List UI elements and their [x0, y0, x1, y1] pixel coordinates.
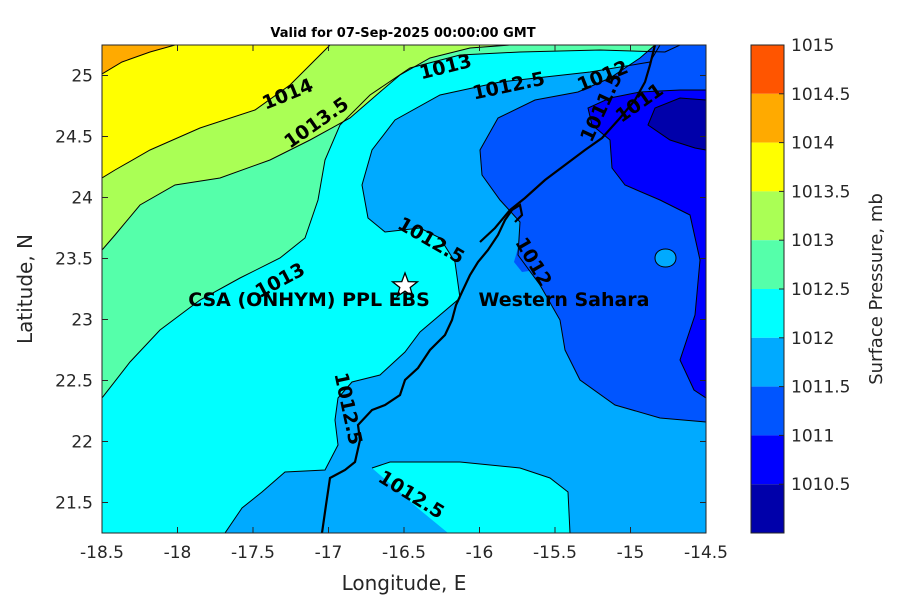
y-axis-label: Latitude, N — [13, 234, 37, 344]
contour-line-1014 — [102, 45, 331, 179]
contour-line-1014.5 — [102, 45, 176, 75]
colorbar-swatch — [751, 142, 784, 192]
colorbar-swatch — [751, 435, 784, 485]
contour-fills — [102, 45, 706, 533]
contour-line-island — [654, 248, 677, 268]
x-tick-label: -18 — [164, 543, 192, 563]
star-icon — [390, 271, 420, 298]
colorbar-swatch — [751, 289, 784, 338]
colorbar-swatch — [751, 386, 784, 436]
contour-line-1013.5 — [102, 45, 511, 251]
fill-island-right — [655, 249, 676, 267]
y-tick-label: 23.5 — [55, 250, 93, 270]
contour-line-1011.5 — [587, 89, 706, 399]
colorbar-tick-label: 1011 — [791, 426, 834, 446]
fill-island-small — [514, 245, 540, 272]
x-tick-label: -16.5 — [382, 543, 426, 563]
x-axis: -18.5 -18 -17.5 -17 -16.5 -16 -15.5 -15 … — [80, 45, 728, 595]
x-tick-label: -14.5 — [684, 543, 728, 563]
y-axis: 21.5 22 22.5 23 23.5 24 24.5 25 Latitude… — [13, 67, 706, 514]
colorbar-swatch — [751, 337, 784, 387]
colorbar: 1015 1014.5 1014 1013.5 1013 1012.5 1012 1011.5… — [750, 36, 887, 534]
region-label: Western Sahara — [479, 289, 650, 311]
x-tick-label: -17 — [315, 543, 343, 563]
map-title: Valid for 07-Sep-2025 00:00:00 GMT — [270, 26, 535, 41]
y-tick-label: 22.5 — [55, 372, 93, 392]
colorbar-swatch — [751, 240, 784, 289]
contour-line-1013 — [102, 45, 681, 399]
colorbar-tick-label: 1014 — [791, 134, 834, 154]
station-label: CSA (ONHYM) PPL EBS — [188, 289, 430, 311]
x-tick-label: -15 — [617, 543, 645, 563]
colorbar-tick-label: 1013 — [791, 231, 834, 251]
colorbar-tick-label: 1015 — [791, 36, 834, 56]
fill-1010.5-1011 — [588, 90, 706, 398]
colorbar-tick-label: 1012.5 — [791, 280, 850, 300]
station-marker — [390, 271, 420, 298]
x-tick-label: -16 — [466, 543, 494, 563]
colorbar-ticks: 1015 1014.5 1014 1013.5 1013 1012.5 1012 1011.5… — [779, 36, 850, 495]
colorbar-swatch — [751, 93, 784, 143]
x-axis-label: Longitude, E — [342, 571, 467, 595]
fill-1014-1014.5 — [102, 45, 175, 74]
contour-line-1012.5-b — [371, 461, 571, 533]
colorbar-label: Surface Pressure, mb — [866, 193, 887, 385]
colorbar-swatches — [751, 45, 784, 533]
y-tick-label: 24.5 — [55, 128, 93, 148]
colorbar-tick-label: 1012 — [791, 329, 834, 349]
border-line — [479, 45, 657, 243]
colorbar-tick-label: 1011.5 — [791, 378, 850, 398]
y-tick-label: 23 — [71, 311, 93, 331]
contour-line-1011 — [647, 97, 706, 151]
x-tick-label: -15.5 — [533, 543, 577, 563]
y-tick-label: 22 — [71, 433, 93, 453]
colorbar-swatch — [751, 484, 784, 533]
y-tick-label: 21.5 — [55, 494, 93, 514]
fill-1012-1012.5-island — [372, 462, 570, 533]
fill-1013.5-1014 — [102, 45, 330, 178]
colorbar-tick-label: 1014.5 — [791, 85, 850, 105]
colorbar-tick-label: 1010.5 — [791, 475, 850, 495]
y-tick-label: 25 — [71, 67, 93, 87]
coastline — [320, 203, 524, 533]
fill-1010-1010.5 — [648, 98, 706, 150]
x-tick-label: -17.5 — [231, 543, 275, 563]
colorbar-swatch — [751, 45, 784, 94]
coastline-borders — [320, 45, 657, 533]
colorbar-swatch — [751, 191, 784, 241]
x-tick-label: -18.5 — [80, 543, 124, 563]
y-tick-label: 24 — [71, 189, 93, 209]
colorbar-tick-label: 1013.5 — [791, 182, 850, 202]
